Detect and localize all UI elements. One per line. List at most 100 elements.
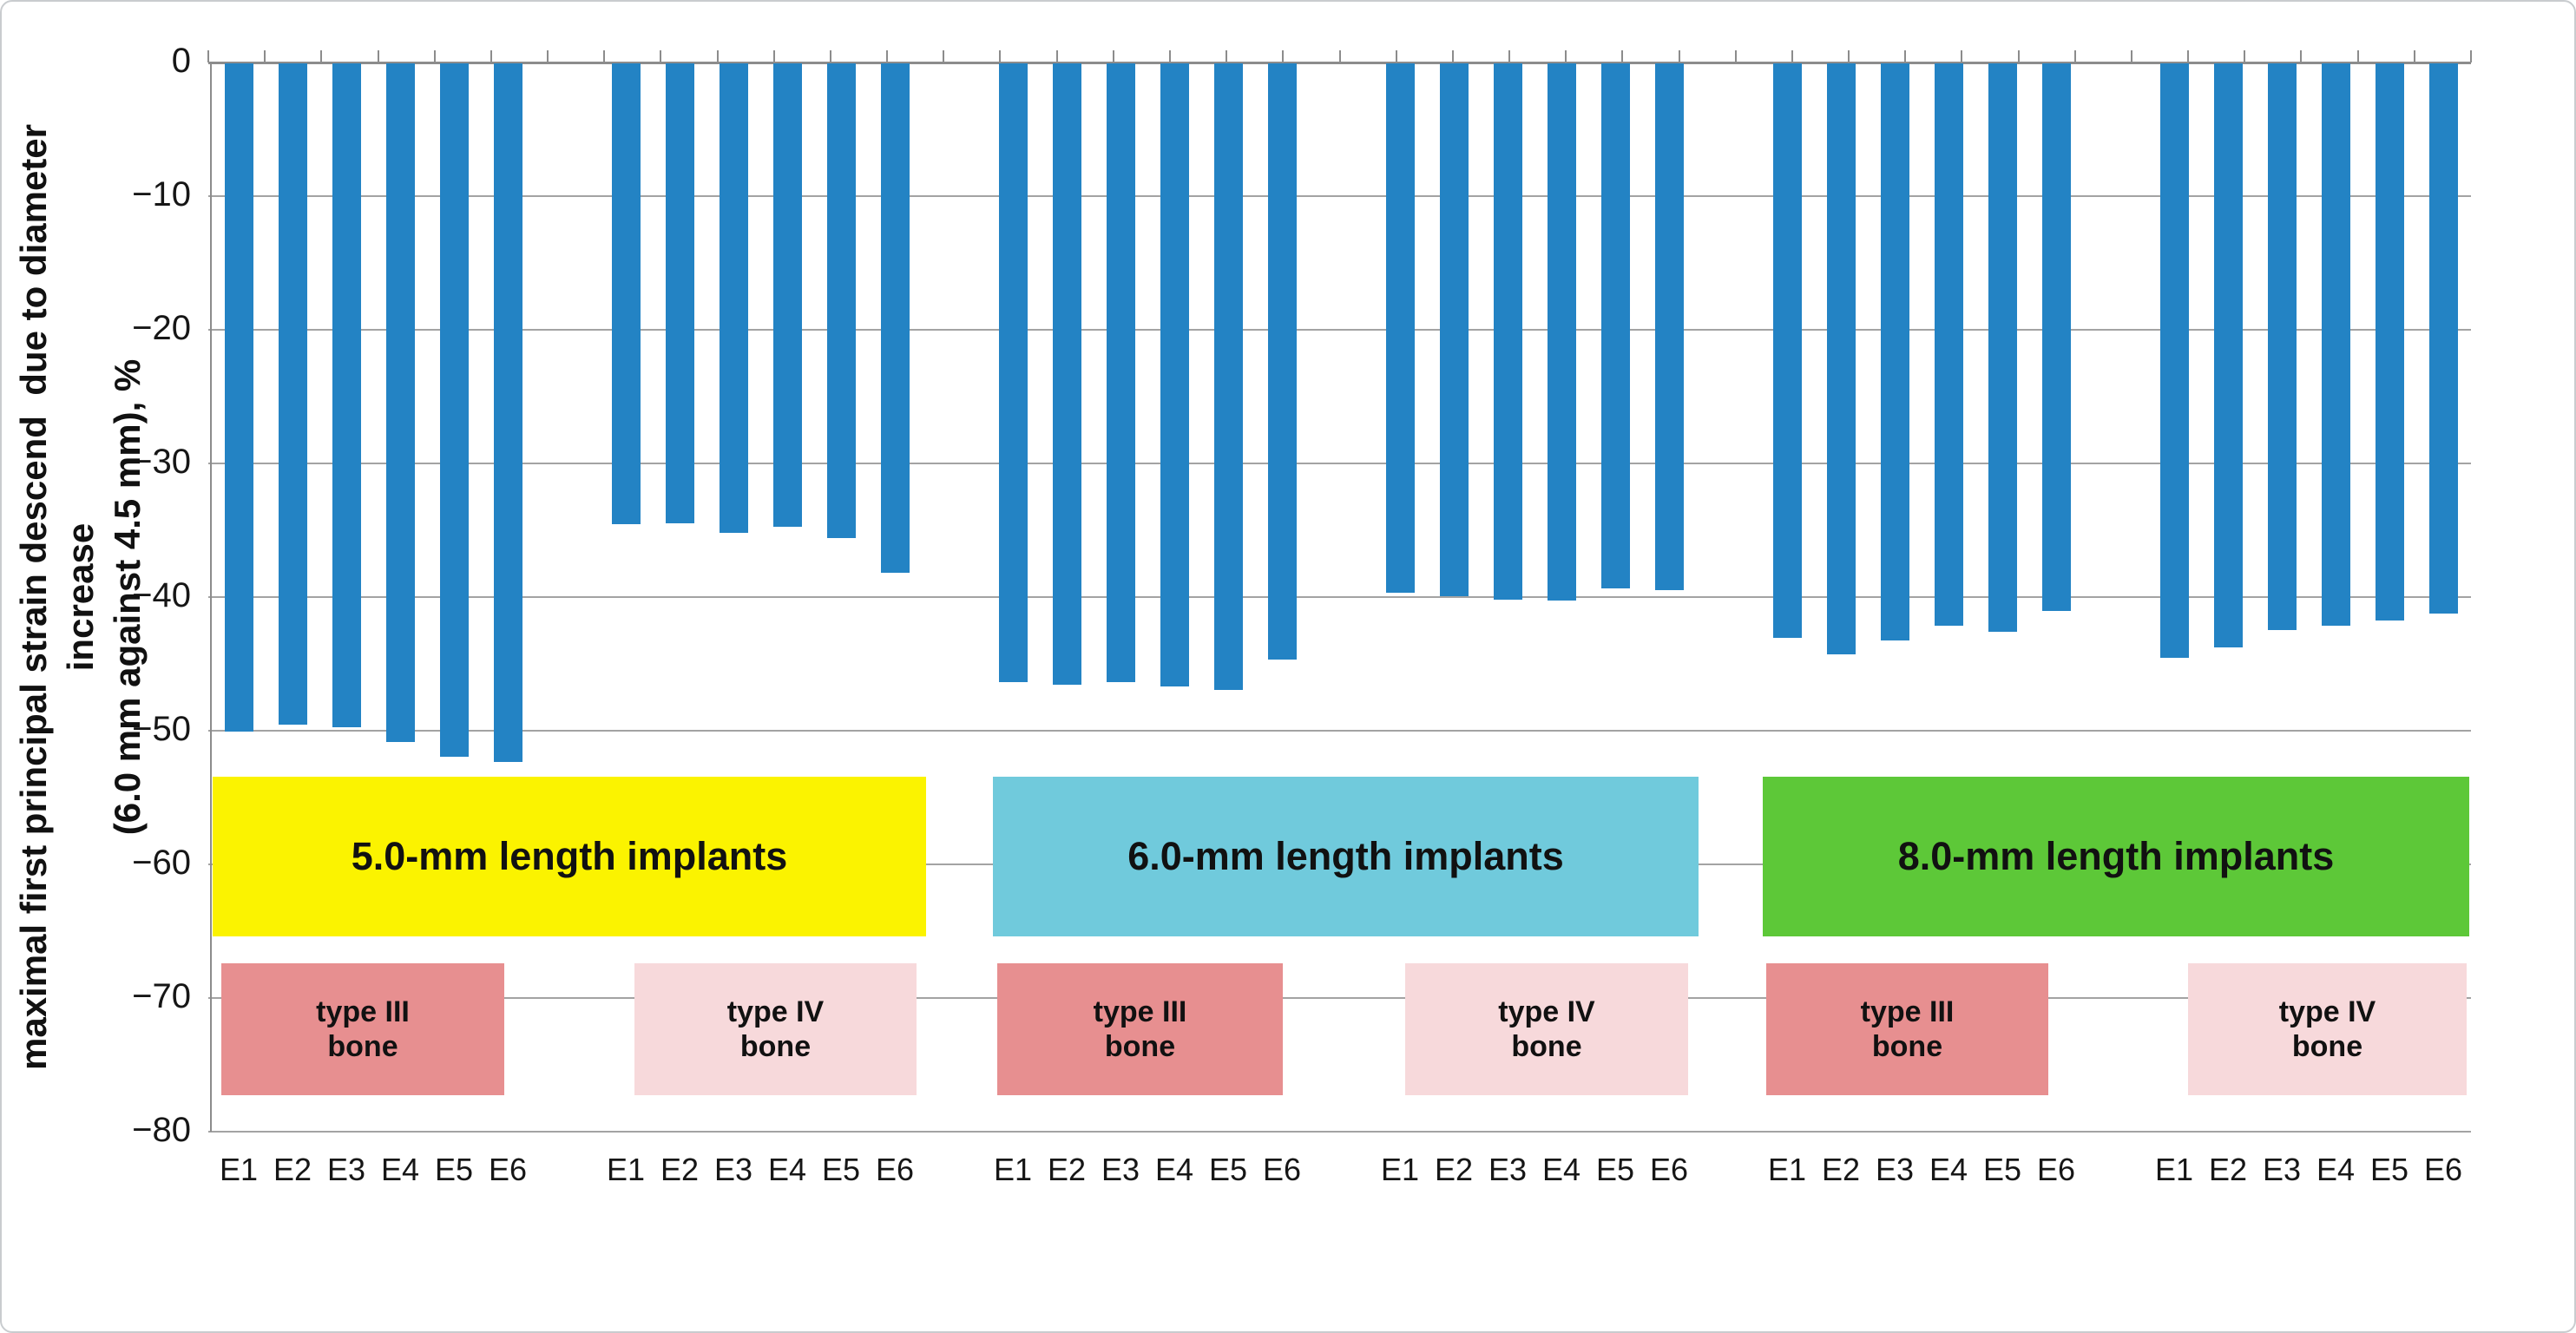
bone-box-type-III: type III bone (221, 963, 504, 1095)
x-axis-tick (2073, 50, 2076, 62)
x-axis-tick (1282, 50, 1285, 62)
bone-box-type-IV: type IV bone (634, 963, 917, 1095)
x-category-label: E5 (1982, 1152, 2022, 1187)
bar-6.0mm-type-IV-bone-E6 (1654, 63, 1684, 590)
x-category-label: E6 (2036, 1152, 2076, 1187)
bar-8.0mm-type-IV-bone-E2 (2213, 63, 2243, 647)
x-category-label: E6 (1649, 1152, 1689, 1187)
banner-8.0mm-implants: 8.0-mm length implants (1763, 777, 2469, 936)
bar-5.0mm-type-III-bone-E6 (493, 63, 522, 763)
x-axis-tick (2413, 50, 2415, 62)
bar-5.0mm-type-III-bone-E5 (439, 63, 469, 758)
x-axis-tick (547, 50, 549, 62)
x-axis-tick (999, 50, 1002, 62)
bar-8.0mm-type-IV-bone-E6 (2428, 63, 2458, 614)
x-category-label: E5 (1208, 1152, 1248, 1187)
x-category-label: E2 (1434, 1152, 1474, 1187)
x-axis-tick (2187, 50, 2190, 62)
bar-8.0mm-type-IV-bone-E1 (2159, 63, 2189, 659)
x-axis-tick (490, 50, 492, 62)
x-axis-tick (943, 50, 945, 62)
bar-5.0mm-type-III-bone-E1 (224, 63, 253, 732)
gridline (208, 596, 2471, 598)
gridline (208, 463, 2471, 464)
x-axis-tick (2300, 50, 2303, 62)
x-category-label: E1 (219, 1152, 259, 1187)
x-axis-tick (1451, 50, 1454, 62)
bar-6.0mm-type-IV-bone-E2 (1439, 63, 1469, 597)
x-category-label: E5 (2369, 1152, 2409, 1187)
gridline (208, 730, 2471, 732)
bone-box-type-IV: type IV bone (1405, 963, 1688, 1095)
bar-8.0mm-type-IV-bone-E4 (2321, 63, 2350, 627)
x-category-label: E3 (2262, 1152, 2302, 1187)
bar-5.0mm-type-III-bone-E3 (332, 63, 361, 728)
x-category-label: E5 (434, 1152, 474, 1187)
x-category-label: E1 (1380, 1152, 1420, 1187)
x-axis-tick (1395, 50, 1397, 62)
x-axis-tick (1734, 50, 1737, 62)
x-axis-tick (829, 50, 831, 62)
x-axis-tick (716, 50, 719, 62)
x-axis-tick (320, 50, 323, 62)
x-axis-tick (2017, 50, 2020, 62)
x-axis-tick (207, 50, 209, 62)
y-tick-label: −50 (132, 710, 191, 748)
bar-8.0mm-type-III-bone-E1 (1772, 63, 1802, 639)
x-axis-tick (886, 50, 889, 62)
bone-box-type-III: type III bone (1766, 963, 2048, 1095)
x-category-label: E2 (1821, 1152, 1861, 1187)
x-category-label: E2 (1047, 1152, 1087, 1187)
x-axis-tick (1508, 50, 1511, 62)
bar-6.0mm-type-III-bone-E5 (1213, 63, 1243, 691)
bar-5.0mm-type-III-bone-E2 (278, 63, 307, 726)
y-tick-label: −80 (132, 1111, 191, 1149)
bar-6.0mm-type-IV-bone-E3 (1493, 63, 1522, 600)
bar-8.0mm-type-III-bone-E5 (1988, 63, 2017, 632)
gridline (208, 329, 2471, 331)
bone-box-text: type IV (2278, 995, 2376, 1028)
bar-6.0mm-type-IV-bone-E1 (1385, 63, 1415, 593)
x-axis-tick (1678, 50, 1680, 62)
x-category-label: E3 (1101, 1152, 1140, 1187)
x-axis-tick (2356, 50, 2359, 62)
bar-6.0mm-type-III-bone-E2 (1052, 63, 1081, 686)
x-category-label: E2 (660, 1152, 700, 1187)
x-category-label: E2 (2208, 1152, 2248, 1187)
x-category-label: E2 (273, 1152, 312, 1187)
y-axis-title-line1: maximal first principal strain descend d… (13, 114, 101, 1070)
gridline (208, 1131, 2471, 1133)
x-axis-tick (1565, 50, 1567, 62)
x-axis-tick (603, 50, 606, 62)
bar-6.0mm-type-III-bone-E1 (998, 63, 1028, 683)
y-axis-title-line2: (6.0 mm against 4.5 mm), % (107, 358, 148, 836)
y-tick-label: −40 (132, 576, 191, 614)
bar-6.0mm-type-III-bone-E6 (1267, 63, 1297, 660)
bar-6.0mm-type-IV-bone-E5 (1600, 63, 1630, 589)
x-axis-tick (1168, 50, 1171, 62)
y-tick-label: −70 (132, 977, 191, 1015)
bar-5.0mm-type-III-bone-E4 (385, 63, 415, 743)
x-category-label: E4 (2316, 1152, 2356, 1187)
x-axis-tick (1791, 50, 1793, 62)
banner-5.0mm-implants: 5.0-mm length implants (213, 777, 926, 936)
x-axis-tick (1961, 50, 1963, 62)
x-category-label: E3 (713, 1152, 753, 1187)
bone-box-text: bone (327, 1030, 398, 1063)
x-axis-tick (2130, 50, 2132, 62)
bone-box-type-III: type III bone (997, 963, 1283, 1095)
y-tick-label: −30 (132, 443, 191, 481)
x-axis-tick (1904, 50, 1907, 62)
x-category-label: E5 (821, 1152, 861, 1187)
bone-box-text: bone (2291, 1030, 2363, 1063)
bone-box-text: bone (1511, 1030, 1582, 1063)
x-category-label: E6 (1262, 1152, 1302, 1187)
bone-box-text: type III (1093, 995, 1187, 1028)
x-axis-tick (1112, 50, 1114, 62)
bone-box-text: bone (1871, 1030, 1943, 1063)
x-axis-tick (1338, 50, 1341, 62)
x-category-label: E6 (2423, 1152, 2463, 1187)
y-tick-label: −60 (132, 844, 191, 882)
x-category-label: E4 (1541, 1152, 1581, 1187)
